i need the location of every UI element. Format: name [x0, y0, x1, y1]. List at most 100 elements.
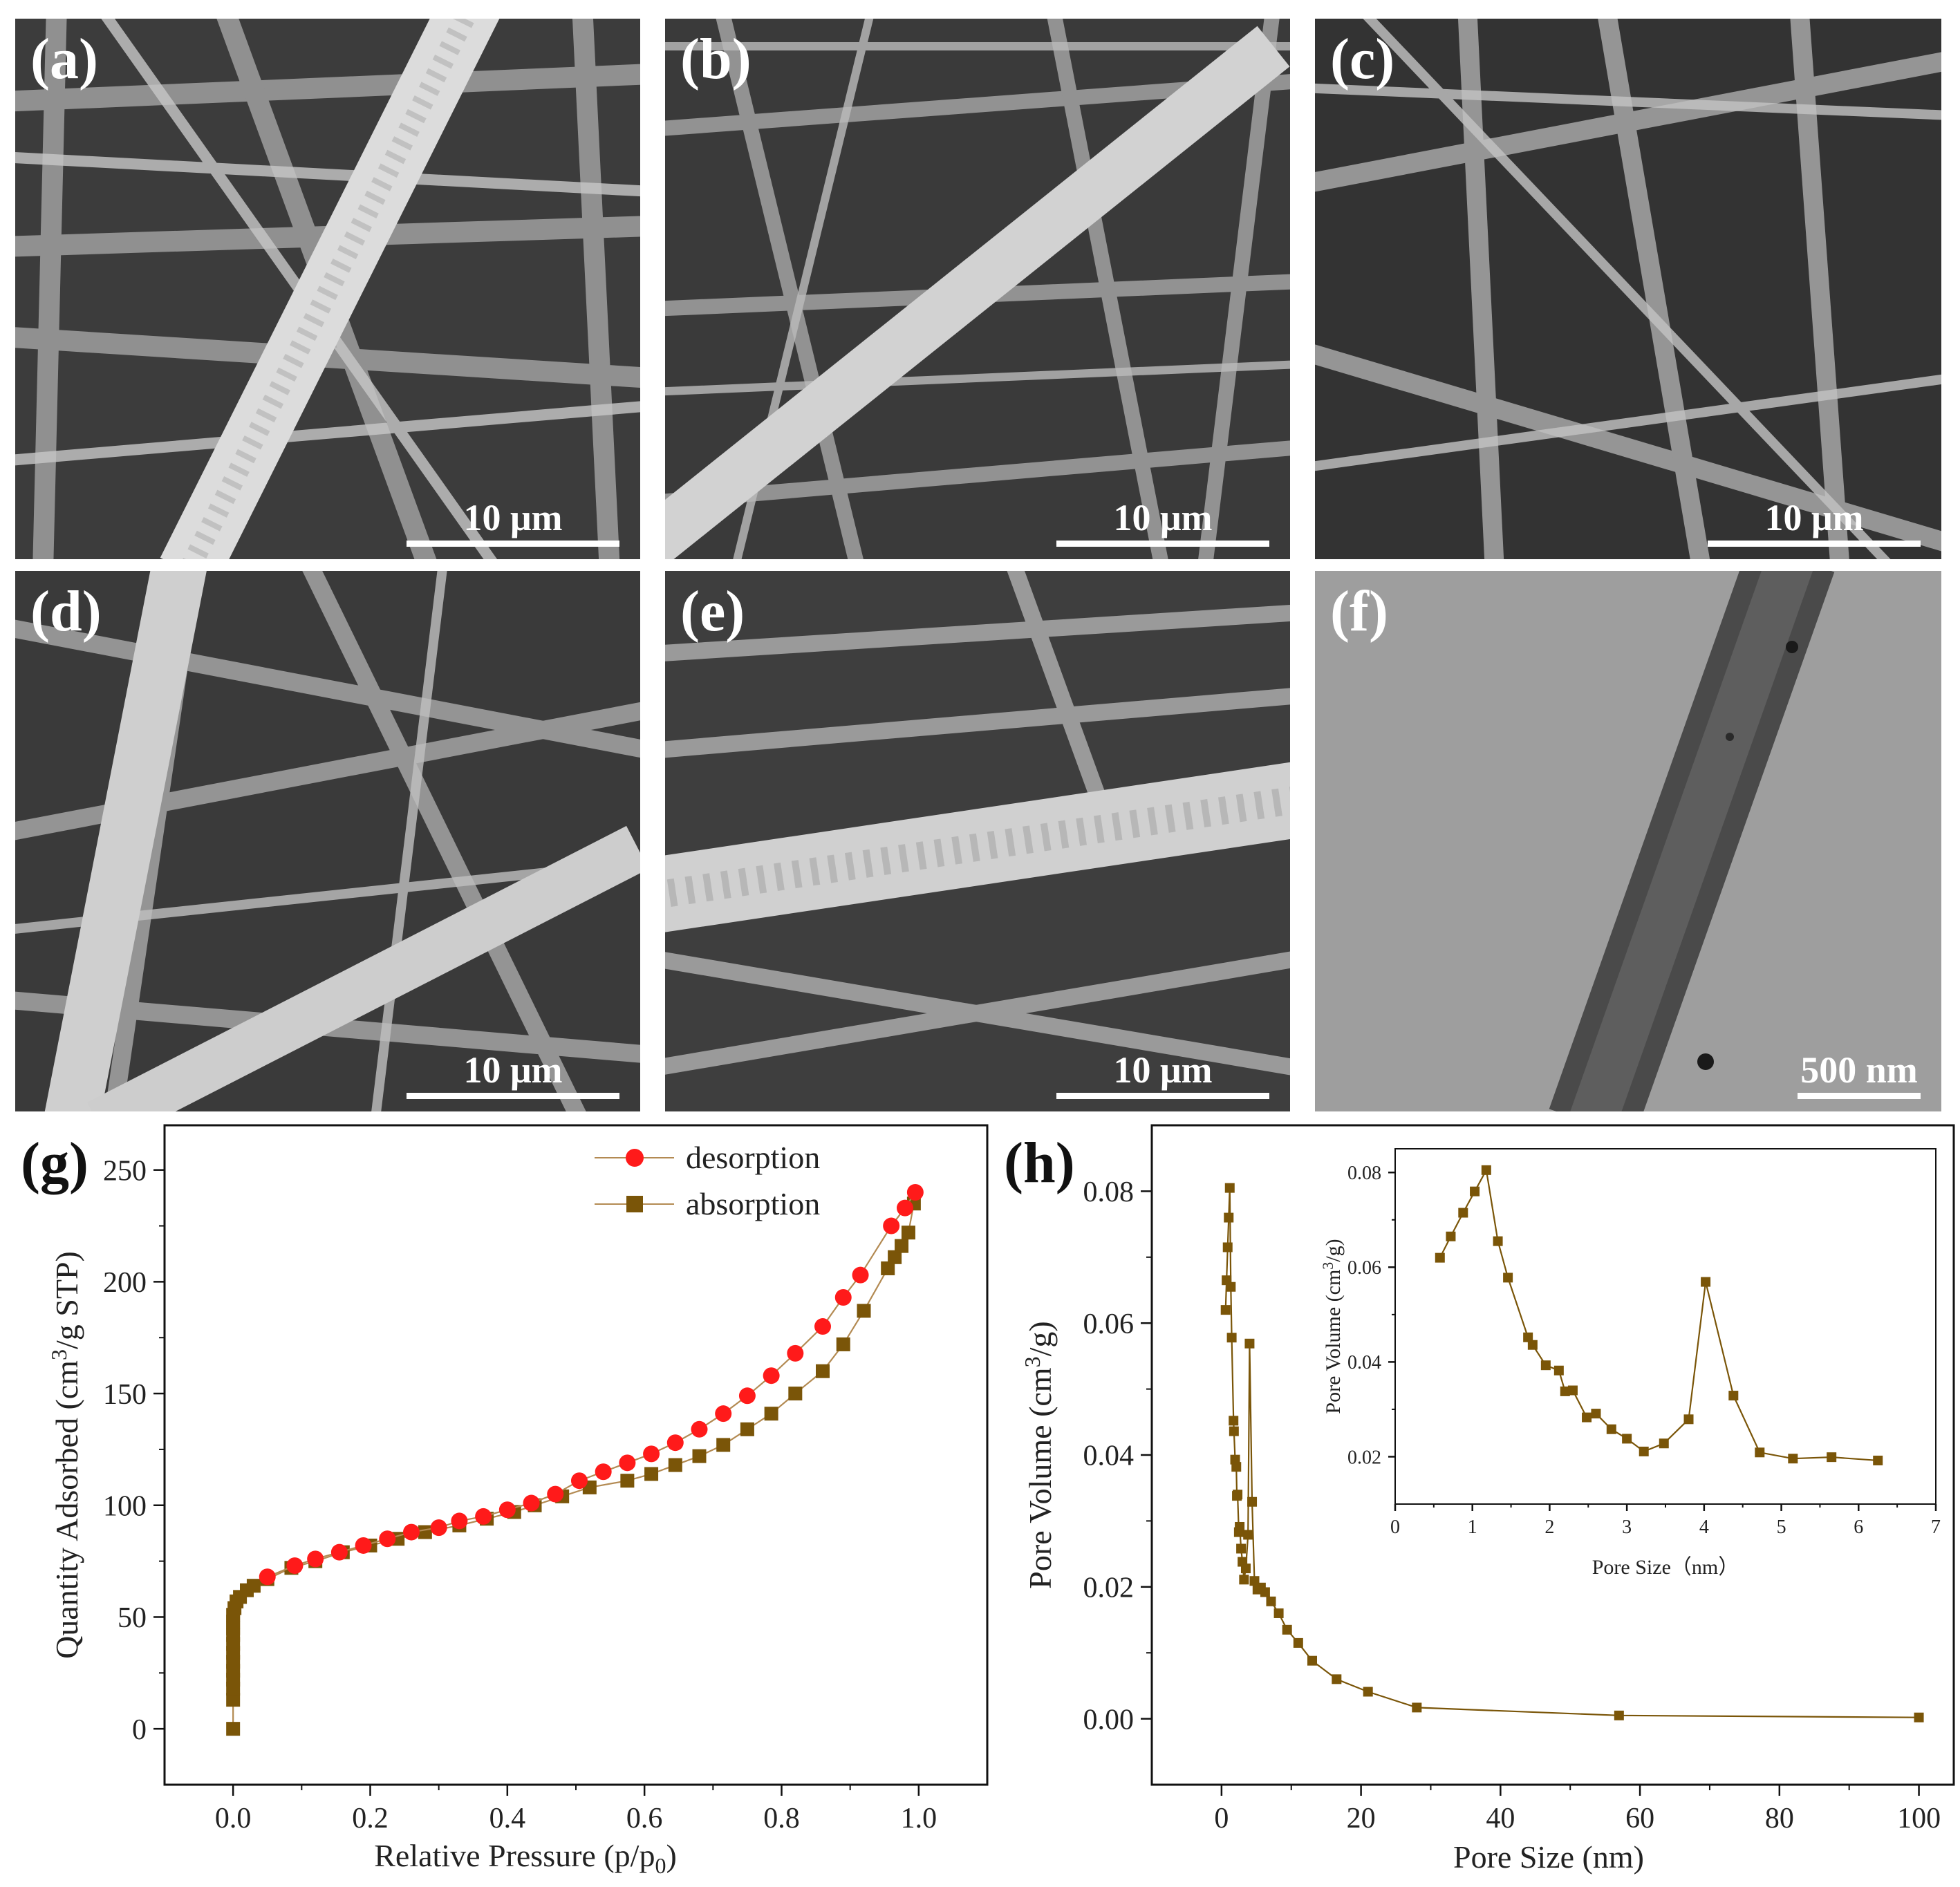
- absorption-point: [716, 1438, 731, 1452]
- pore-volume-point: [1222, 1242, 1233, 1252]
- desorption-point: [852, 1266, 869, 1284]
- inset-pore-volume-point: [1567, 1385, 1578, 1396]
- desorption-point: [379, 1530, 396, 1548]
- inset-pore-volume-point: [1728, 1391, 1739, 1401]
- absorption-line: [232, 1203, 915, 1729]
- desorption-point: [475, 1508, 492, 1525]
- inset-pore-volume-point: [1493, 1236, 1503, 1246]
- desorption-point: [259, 1568, 276, 1586]
- scale-bar-line: [1056, 541, 1269, 547]
- absorption-point: [764, 1407, 778, 1421]
- inset-x-tick-label: 2: [1544, 1517, 1554, 1538]
- absorption-point: [226, 1693, 241, 1707]
- sem-panel-b: (b) 10 μm: [665, 19, 1290, 559]
- panel-label: (c): [1330, 27, 1395, 91]
- x-axis-title: Relative Pressure (p/p0): [374, 1838, 677, 1878]
- desorption-point: [897, 1199, 913, 1217]
- pore-volume-point: [1224, 1212, 1234, 1223]
- inset-y-tick-label: 0.04: [1347, 1352, 1381, 1373]
- inset-y-axis-title: Pore Volume (cm3/g): [1319, 1239, 1345, 1414]
- desorption-line: [267, 1192, 916, 1578]
- pore-volume-point: [1244, 1338, 1255, 1349]
- panel-label: (d): [30, 579, 102, 644]
- inset-pore-volume-point: [1788, 1454, 1798, 1464]
- pore-volume-point: [1282, 1624, 1292, 1635]
- pore-volume-point: [1231, 1462, 1242, 1472]
- isotherm-chart: (g) 0.0 0.2 0.4 0.6 0.8 1.0 0 50 100 150 200 250 de…: [0, 1113, 989, 1887]
- scale-bar-label: 10 μm: [463, 497, 563, 538]
- desorption-point: [738, 1387, 756, 1405]
- x-tick-label: 0.8: [763, 1803, 800, 1834]
- absorption-point: [668, 1458, 682, 1472]
- inset-y-tick-label: 0.02: [1347, 1447, 1381, 1468]
- inset-pore-volume-point: [1683, 1414, 1694, 1425]
- pore-volume-point: [1235, 1521, 1245, 1532]
- y-tick-label: 0.00: [1083, 1704, 1135, 1736]
- x-tick-label: 0.4: [489, 1803, 526, 1834]
- pore-volume-point: [1266, 1596, 1276, 1606]
- inset-y-tick-label: 0.08: [1347, 1163, 1381, 1184]
- scale-bar-line: [407, 541, 619, 547]
- pore-size-chart: (h) 0 20 40 60 80 100 0.00 0.02 0.04 0.06 0.08 Por…: [989, 1113, 1960, 1887]
- desorption-point: [403, 1523, 420, 1541]
- absorption-point: [816, 1364, 830, 1378]
- isotherm-plot: 0.0 0.2 0.4 0.6 0.8 1.0 0 50 100 150 200 250 desorp…: [46, 1124, 989, 1878]
- absorption-point: [620, 1474, 635, 1488]
- y-tick-label: 0.06: [1083, 1308, 1135, 1340]
- legend-label-desorption: desorption: [686, 1140, 820, 1175]
- y-tick-label: 150: [103, 1379, 147, 1411]
- absorption-point: [226, 1722, 241, 1736]
- desorption-point: [834, 1289, 852, 1306]
- inset-pore-volume-point: [1446, 1231, 1456, 1241]
- sem-image-a: [15, 19, 640, 559]
- inset-pore-volume-point: [1622, 1434, 1632, 1444]
- absorption-point: [836, 1337, 850, 1351]
- inset-x-axis-title: Pore Size（nm）: [1592, 1556, 1739, 1579]
- inset-pore-volume-point: [1606, 1424, 1616, 1434]
- inset-pore-volume-point: [1827, 1452, 1837, 1463]
- inset-pore-volume-point: [1553, 1365, 1564, 1376]
- x-tick-label: 0.0: [215, 1803, 252, 1834]
- panel-label: (f): [1330, 579, 1388, 644]
- desorption-point: [451, 1512, 468, 1530]
- pore-volume-point: [1293, 1637, 1303, 1648]
- inset-pore-volume-point: [1560, 1386, 1570, 1396]
- scale-bar: 10 μm: [407, 496, 619, 547]
- absorption-point: [895, 1239, 909, 1253]
- inset-x-tick-label: 6: [1854, 1517, 1863, 1538]
- panel-label: (a): [30, 27, 98, 91]
- sem-panel-a: (a) 10 μm: [15, 19, 640, 559]
- legend-label-absorption: absorption: [686, 1186, 820, 1221]
- scale-bar-line: [1056, 1093, 1269, 1099]
- inset-pore-volume-point: [1591, 1409, 1601, 1419]
- desorption-point: [570, 1472, 588, 1490]
- inset-pore-volume-point: [1639, 1446, 1649, 1456]
- x-tick-label: 60: [1625, 1803, 1654, 1834]
- desorption-point: [430, 1519, 447, 1537]
- desorption-point: [666, 1434, 684, 1452]
- y-tick-label: 200: [103, 1267, 147, 1299]
- y-tick-label: 0: [132, 1714, 147, 1746]
- y-tick-label: 0.08: [1083, 1176, 1135, 1208]
- scale-bar-label: 10 μm: [1764, 497, 1864, 538]
- y-axis-title: Pore Volume (cm3/g): [1020, 1321, 1058, 1588]
- scale-bar: 10 μm: [1056, 1049, 1269, 1099]
- scale-bar-line: [1798, 1093, 1921, 1099]
- x-tick-label: 0.2: [352, 1803, 389, 1834]
- panel-label: (h): [1004, 1131, 1075, 1195]
- inset-pore-volume-point: [1540, 1360, 1551, 1371]
- pore-volume-point: [1240, 1564, 1251, 1574]
- pore-volume-point: [1233, 1490, 1243, 1500]
- x-tick-label: 100: [1897, 1803, 1941, 1834]
- pore-volume-point: [1236, 1543, 1247, 1554]
- pore-volume-point: [1332, 1674, 1342, 1684]
- inset-x-tick-label: 1: [1468, 1517, 1477, 1538]
- pore-volume-point: [1239, 1575, 1249, 1585]
- scale-bar-label: 10 μm: [1113, 1049, 1213, 1091]
- inset-pore-volume-point: [1481, 1165, 1491, 1175]
- sem-panel-c: (c) 10 μm: [1315, 19, 1941, 559]
- y-tick-label: 0.02: [1083, 1572, 1135, 1604]
- sem-image-c: [1315, 19, 1941, 559]
- scale-bar-line: [1708, 541, 1921, 547]
- desorption-point: [643, 1445, 660, 1463]
